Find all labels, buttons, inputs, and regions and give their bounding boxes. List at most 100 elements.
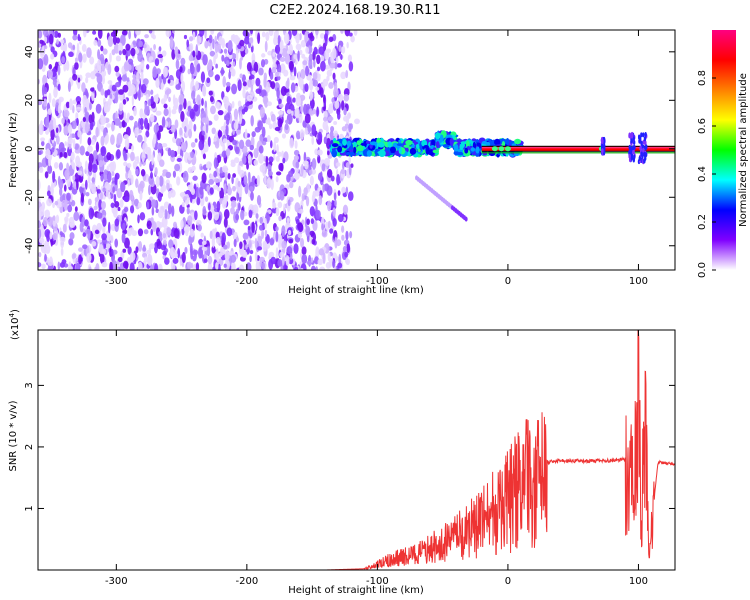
noise-mark (322, 252, 326, 265)
noise-mark (170, 251, 175, 257)
noise-mark (300, 237, 305, 248)
noise-mark (143, 44, 147, 49)
noise-mark (196, 63, 201, 73)
noise-mark (188, 128, 193, 139)
snr-x-label: Height of straight line (km) (288, 585, 424, 596)
noise-mark (310, 265, 316, 270)
noise-mark (173, 97, 179, 109)
noise-mark (236, 183, 243, 194)
noise-mark (156, 68, 161, 75)
noise-mark (40, 137, 46, 142)
noise-mark (227, 40, 233, 53)
noise-mark (100, 135, 105, 147)
noise-mark (213, 137, 217, 142)
spectrogram-frame (37, 29, 676, 271)
noise-mark (256, 194, 262, 206)
signal-mark (377, 141, 385, 148)
noise-mark (137, 202, 142, 209)
noise-mark (129, 115, 134, 121)
burst-mark (632, 136, 635, 142)
noise-mark (129, 83, 136, 93)
noise-mark (201, 240, 207, 245)
noise-mark (103, 169, 108, 181)
noise-mark (91, 241, 97, 247)
noise-mark (49, 231, 53, 240)
noise-mark (342, 204, 349, 215)
noise-mark (146, 201, 150, 210)
noise-mark (148, 247, 152, 253)
noise-mark (130, 47, 136, 57)
noise-mark (346, 41, 349, 49)
noise-mark (254, 237, 258, 249)
noise-mark (350, 163, 354, 168)
noise-mark (122, 248, 127, 253)
noise-mark (150, 89, 154, 95)
burst-mark (632, 145, 635, 151)
noise-mark (177, 149, 181, 155)
noise-mark (283, 69, 289, 77)
noise-mark (345, 186, 349, 195)
noise-mark (248, 240, 252, 249)
signal-mark (442, 143, 450, 148)
noise-mark (208, 90, 213, 96)
noise-mark (321, 230, 328, 238)
noise-mark (255, 77, 261, 87)
noise-mark (293, 66, 297, 77)
noise-mark (177, 247, 181, 259)
noise-mark (187, 68, 191, 75)
noise-mark (87, 137, 92, 146)
noise-mark (165, 227, 172, 236)
noise-mark (294, 140, 298, 149)
noise-mark (298, 185, 302, 198)
noise-mark (189, 243, 193, 255)
noise-mark (299, 32, 302, 41)
noise-mark (297, 233, 303, 239)
noise-mark (190, 141, 196, 148)
colorbar-tick-label: 0.0 (697, 262, 708, 278)
noise-mark (226, 241, 231, 249)
noise-mark (262, 240, 268, 248)
noise-mark (144, 101, 147, 111)
noise-mark (81, 44, 87, 53)
noise-mark (277, 259, 283, 267)
noise-mark (179, 258, 183, 267)
signal-mark (486, 141, 491, 147)
noise-mark (66, 162, 70, 171)
noise-mark (255, 260, 260, 270)
noise-mark (282, 157, 286, 164)
noise-mark (136, 71, 140, 83)
noise-mark (275, 155, 280, 162)
spectrogram-x-tick-label: -300 (105, 276, 128, 287)
noise-mark (166, 182, 170, 191)
signal-mark (412, 139, 416, 144)
noise-mark (176, 157, 182, 162)
noise-mark (204, 40, 209, 49)
noise-mark (44, 253, 47, 262)
noise-mark (63, 109, 70, 118)
noise-mark (57, 32, 62, 38)
noise-mark (143, 117, 149, 130)
noise-mark (257, 32, 261, 45)
noise-mark (253, 61, 259, 74)
noise-mark (156, 238, 161, 247)
noise-mark (143, 229, 149, 235)
noise-mark (88, 160, 93, 173)
noise-mark (225, 124, 229, 137)
burst-mark (643, 136, 647, 142)
noise-mark (333, 130, 338, 138)
noise-mark (63, 42, 68, 52)
noise-mark (280, 85, 287, 97)
noise-mark (94, 197, 98, 202)
noise-mark (149, 113, 155, 123)
noise-mark (111, 171, 115, 177)
noise-mark (121, 74, 128, 82)
noise-mark (244, 48, 249, 55)
burst-mark (633, 154, 636, 160)
noise-mark (223, 208, 230, 220)
noise-mark (157, 54, 164, 59)
noise-mark (123, 206, 129, 213)
noise-mark (77, 130, 82, 138)
noise-mark (96, 212, 103, 219)
noise-mark (65, 101, 70, 109)
noise-mark (289, 137, 295, 149)
